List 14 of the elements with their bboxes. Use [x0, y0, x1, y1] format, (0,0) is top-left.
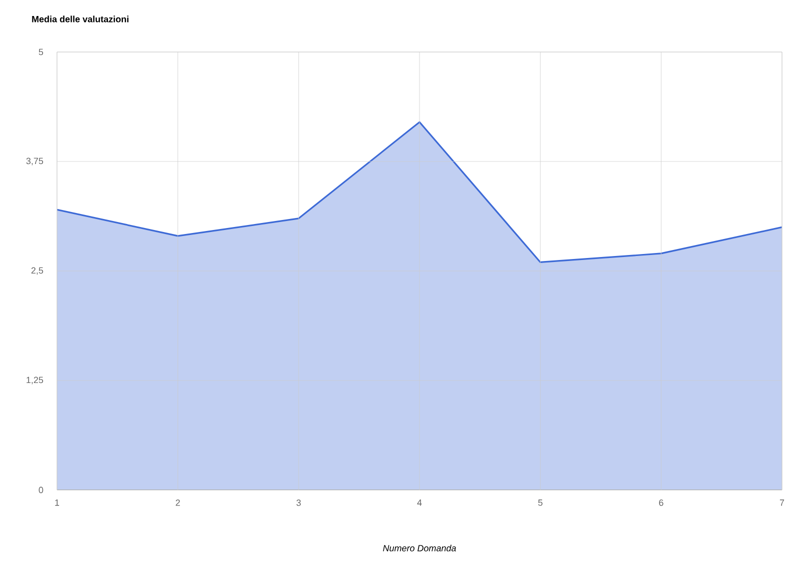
- y-tick-label: 0: [38, 486, 44, 494]
- y-tick-label: 3,75: [26, 158, 44, 166]
- x-tick-label: 6: [659, 500, 664, 506]
- x-axis-title: Numero Domanda: [383, 544, 456, 552]
- x-tick-label: 5: [538, 500, 542, 506]
- y-tick-label: 5: [38, 48, 44, 56]
- x-tick-label: 7: [780, 500, 784, 506]
- y-tick-label: 2,5: [31, 267, 44, 275]
- chart-title: Media delle valutazioni: [32, 16, 128, 22]
- x-tick-label: 2: [176, 500, 180, 506]
- x-tick-label: 1: [55, 500, 60, 506]
- x-tick-label: 4: [417, 500, 422, 506]
- y-tick-label: 1,25: [26, 376, 44, 384]
- x-tick-label: 3: [296, 500, 301, 506]
